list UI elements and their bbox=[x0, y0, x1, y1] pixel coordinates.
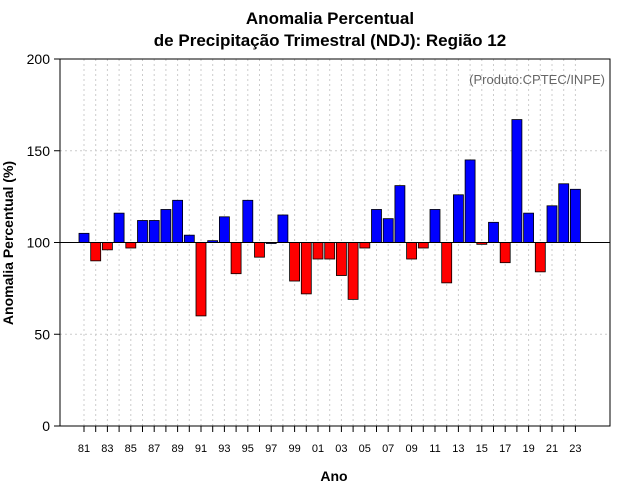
x-axis: 81 83 85 87 89 91 93 95 97 99 01 03 05 07 09 11 13 15 17 19… bbox=[78, 426, 582, 455]
x-tick-label: 81 bbox=[78, 443, 90, 455]
x-tick-label: 83 bbox=[101, 443, 113, 455]
y-axis-label: Anomalia Percentual (%) bbox=[0, 161, 16, 325]
bar-1999 bbox=[289, 242, 301, 282]
bar-1983 bbox=[102, 242, 113, 251]
y-tick-label: 150 bbox=[27, 143, 51, 159]
chart-title-line1: Anomalia Percentual bbox=[245, 9, 415, 28]
bar-2007 bbox=[382, 218, 394, 243]
bar-2013 bbox=[452, 194, 464, 243]
bar-2002 bbox=[324, 242, 336, 260]
credit-text: (Produto:CPTEC/INPE) bbox=[469, 72, 605, 87]
x-tick-label: 11 bbox=[429, 443, 440, 455]
x-tick-label: 15 bbox=[476, 443, 488, 455]
bar-2005 bbox=[359, 242, 371, 249]
chart-title-line2: de Precipitação Trimestral (NDJ): Região… bbox=[153, 31, 507, 50]
x-tick-label: 99 bbox=[288, 443, 300, 455]
bar-2014 bbox=[464, 159, 476, 243]
x-tick-label: 01 bbox=[312, 443, 324, 455]
x-tick-label: 91 bbox=[195, 443, 207, 455]
x-axis-label: Ano bbox=[320, 468, 347, 484]
x-tick-label: 05 bbox=[359, 443, 371, 455]
bar-1993 bbox=[218, 216, 230, 243]
bar-2012 bbox=[441, 242, 453, 284]
y-axis: 0 50 100 150 200 bbox=[27, 51, 60, 434]
x-tick-label: 89 bbox=[171, 443, 183, 455]
bar-2017 bbox=[499, 242, 511, 264]
bar-2019 bbox=[523, 212, 534, 243]
bar-1994 bbox=[230, 242, 242, 275]
x-tick-label: 23 bbox=[569, 443, 581, 455]
x-tick-label: 21 bbox=[546, 443, 558, 455]
x-tick-label: 03 bbox=[335, 443, 347, 455]
x-tick-label: 93 bbox=[218, 443, 230, 455]
bar-2008 bbox=[394, 185, 406, 243]
bar-2023 bbox=[570, 188, 581, 243]
bar-1986 bbox=[137, 220, 148, 243]
bar-1995 bbox=[242, 199, 254, 243]
bar-1998 bbox=[277, 214, 289, 243]
bar-1991 bbox=[195, 242, 207, 317]
bar-1987 bbox=[148, 220, 160, 243]
bar-2000 bbox=[300, 242, 312, 295]
bar-1982 bbox=[90, 242, 102, 262]
bar-2006 bbox=[371, 209, 382, 243]
y-tick-label: 100 bbox=[27, 235, 51, 251]
y-tick-label: 200 bbox=[27, 51, 51, 67]
bars bbox=[78, 119, 581, 317]
bar-1996 bbox=[254, 242, 265, 258]
bar-2001 bbox=[312, 242, 324, 260]
bar-1985 bbox=[125, 242, 137, 249]
bar-2010 bbox=[417, 242, 429, 249]
x-tick-label: 07 bbox=[382, 443, 394, 455]
bar-2003 bbox=[335, 242, 347, 276]
bar-2009 bbox=[406, 242, 418, 260]
x-tick-label: 95 bbox=[242, 443, 254, 455]
x-tick-label: 85 bbox=[125, 443, 137, 455]
bar-2018 bbox=[511, 119, 523, 243]
x-tick-label: 09 bbox=[405, 443, 417, 455]
y-tick-label: 50 bbox=[34, 326, 50, 342]
bar-1990 bbox=[183, 234, 195, 243]
bar-1989 bbox=[172, 199, 184, 243]
y-tick-label: 0 bbox=[42, 418, 50, 434]
x-tick-label: 87 bbox=[148, 443, 160, 455]
x-tick-label: 17 bbox=[499, 443, 511, 455]
bar-2021 bbox=[546, 205, 558, 243]
bar-2004 bbox=[347, 242, 359, 300]
bar-1988 bbox=[160, 209, 172, 243]
x-tick-label: 97 bbox=[265, 443, 277, 455]
bar-2011 bbox=[429, 209, 441, 243]
bar-1984 bbox=[113, 212, 125, 243]
bar-1981 bbox=[78, 232, 90, 243]
x-tick-label: 19 bbox=[522, 443, 534, 455]
bar-2022 bbox=[558, 183, 570, 243]
bar-2020 bbox=[534, 242, 546, 273]
bar-2016 bbox=[488, 221, 499, 243]
x-tick-label: 13 bbox=[452, 443, 464, 455]
